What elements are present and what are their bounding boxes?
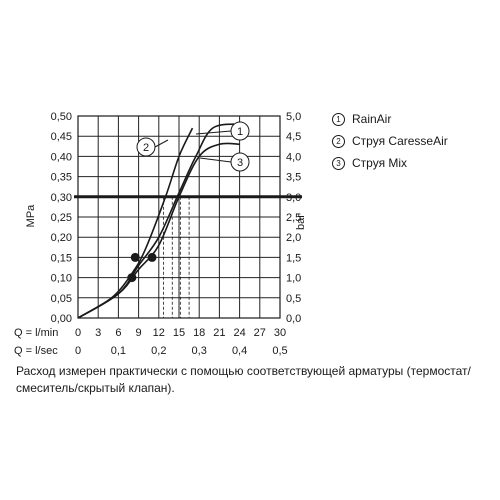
plot-frame bbox=[77, 115, 281, 319]
callout-number-1: 1 bbox=[237, 126, 243, 138]
x-lmin-tick-label: 18 bbox=[193, 327, 205, 339]
legend-item-mix: 3 Струя Mix bbox=[332, 152, 448, 174]
y-right-tick-label: 4,5 bbox=[286, 131, 301, 143]
x-lmin-tick-label: 6 bbox=[115, 327, 121, 339]
callout-number-2: 2 bbox=[143, 142, 149, 154]
legend-marker-2: 2 bbox=[332, 134, 345, 148]
legend-item-rainair: 1 RainAir bbox=[332, 108, 448, 130]
callout-circle-2 bbox=[136, 137, 156, 157]
y-left-tick-label: 0,35 bbox=[51, 172, 72, 184]
chart-caption: Расход измерен практически с помощью соо… bbox=[16, 364, 471, 395]
x-lsec-tick-label: 0,5 bbox=[272, 345, 287, 357]
y-left-axis-label: MPa bbox=[25, 204, 37, 228]
x-lmin-tick-label: 9 bbox=[136, 327, 142, 339]
x-lmin-tick-label: 0 bbox=[75, 327, 81, 339]
y-left-tick-label: 0,45 bbox=[51, 131, 72, 143]
x-lmin-tick-label: 12 bbox=[153, 327, 165, 339]
x-lmin-axis-label: Q = l/min bbox=[14, 327, 58, 339]
x-lsec-tick-label: 0,2 bbox=[151, 345, 166, 357]
series-line-3 bbox=[77, 142, 240, 319]
y-right-tick-label: 3,5 bbox=[286, 172, 301, 184]
chart-area: 0,000,050,100,150,200,250,300,350,400,45… bbox=[14, 111, 307, 357]
y-left-tick-label: 0,15 bbox=[51, 252, 72, 264]
y-right-axis-label: bar bbox=[295, 214, 307, 230]
y-left-tick-label: 0,30 bbox=[51, 192, 72, 204]
legend-label-3: Струя Mix bbox=[352, 156, 408, 170]
legend-marker-3: 3 bbox=[332, 156, 345, 170]
x-lmin-tick-label: 30 bbox=[274, 327, 286, 339]
y-left-tick-label: 0,20 bbox=[51, 232, 72, 244]
data-marker-dot bbox=[147, 252, 157, 262]
callout-circle-3 bbox=[230, 152, 250, 172]
x-lsec-tick-label: 0,4 bbox=[232, 345, 247, 357]
y-right-tick-label: 2,0 bbox=[286, 232, 301, 244]
x-lmin-tick-label: 15 bbox=[173, 327, 185, 339]
legend: 1 RainAir 2 Струя CaresseAir 3 Струя Mix bbox=[332, 108, 448, 174]
y-right-tick-label: 0,0 bbox=[286, 313, 301, 325]
callout-number-3: 3 bbox=[237, 157, 243, 169]
callout-leader-2 bbox=[154, 139, 169, 148]
y-right-tick-label: 1,0 bbox=[286, 273, 301, 285]
x-lmin-tick-label: 21 bbox=[213, 327, 225, 339]
legend-label-1: RainAir bbox=[352, 112, 392, 126]
y-right-tick-label: 2,5 bbox=[286, 212, 301, 224]
y-left-tick-label: 0,05 bbox=[51, 293, 72, 305]
data-marker-dot bbox=[127, 273, 137, 283]
y-left-tick-label: 0,50 bbox=[51, 111, 72, 123]
y-right-tick-label: 5,0 bbox=[286, 111, 301, 123]
y-left-tick-label: 0,00 bbox=[51, 313, 72, 325]
x-lsec-tick-label: 0 bbox=[75, 345, 81, 357]
x-lsec-tick-label: 0,3 bbox=[192, 345, 207, 357]
legend-item-caresseair: 2 Струя CaresseAir bbox=[332, 130, 448, 152]
legend-label-2: Струя CaresseAir bbox=[352, 134, 448, 148]
y-right-tick-label: 0,5 bbox=[286, 293, 301, 305]
y-left-tick-label: 0,25 bbox=[51, 212, 72, 224]
callout-leader-3 bbox=[199, 157, 232, 163]
y-right-tick-label: 4,0 bbox=[286, 151, 301, 163]
x-lsec-axis-label: Q = l/sec bbox=[14, 345, 58, 357]
y-left-tick-label: 0,40 bbox=[51, 151, 72, 163]
y-left-tick-label: 0,10 bbox=[51, 273, 72, 285]
x-lsec-tick-label: 0,1 bbox=[111, 345, 126, 357]
y-right-tick-label: 3,0 bbox=[286, 192, 301, 204]
callout-circle-1 bbox=[230, 121, 250, 141]
y-right-tick-label: 1,5 bbox=[286, 252, 301, 264]
x-lmin-tick-label: 27 bbox=[254, 327, 266, 339]
legend-marker-1: 1 bbox=[332, 112, 345, 126]
data-marker-dot bbox=[130, 252, 140, 262]
x-lmin-tick-label: 24 bbox=[233, 327, 245, 339]
x-lmin-tick-label: 3 bbox=[95, 327, 101, 339]
callout-leader-1 bbox=[195, 130, 232, 135]
